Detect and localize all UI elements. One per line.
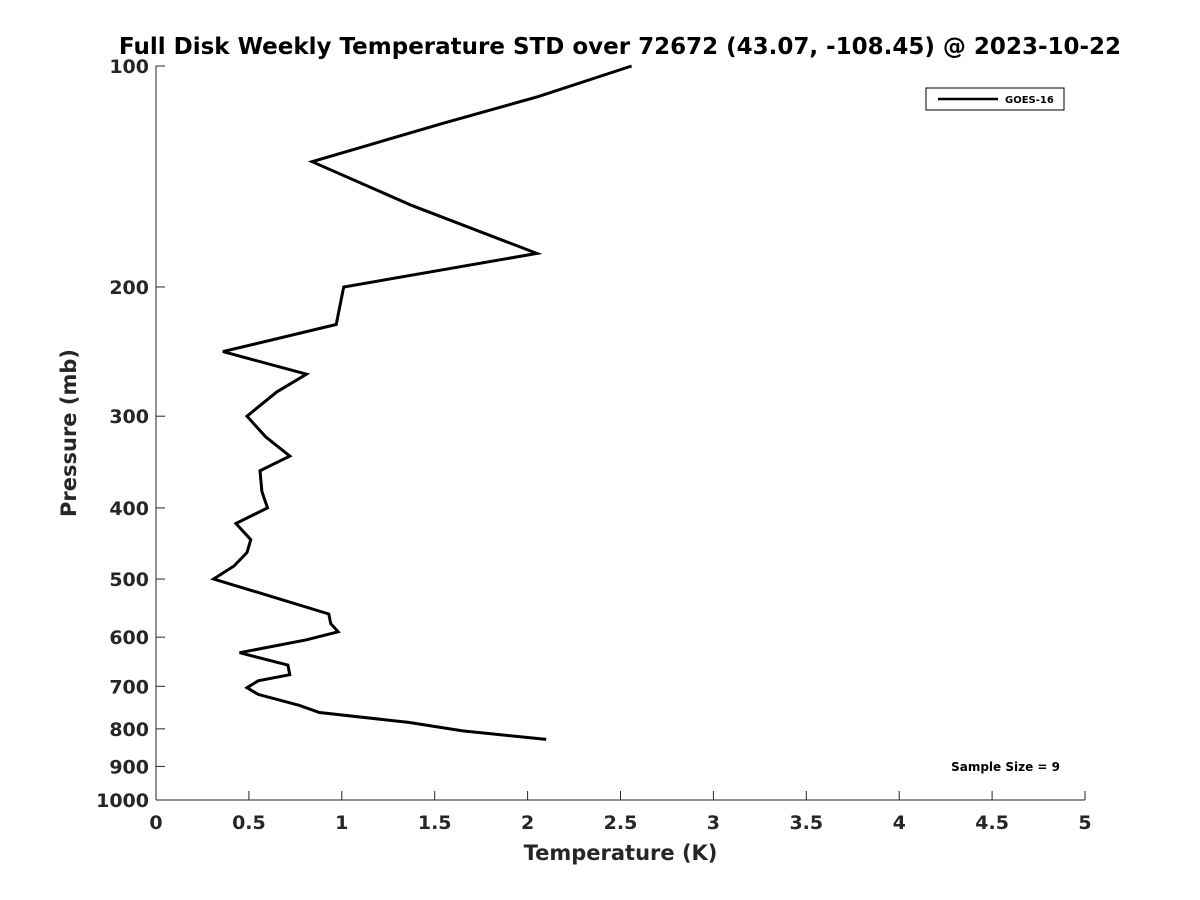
x-tick-label: 4.5 bbox=[975, 812, 1009, 834]
y-axis-label: Pressure (mb) bbox=[57, 349, 81, 517]
y-tick-label: 400 bbox=[109, 498, 149, 520]
sample-size-annotation: Sample Size = 9 bbox=[951, 760, 1060, 774]
series-layer bbox=[210, 64, 633, 741]
x-tick-label: 2 bbox=[521, 812, 534, 834]
y-tick-label: 300 bbox=[109, 406, 149, 428]
legend-label-goes-16: GOES-16 bbox=[1005, 95, 1054, 106]
legend: GOES-16 bbox=[925, 87, 1065, 111]
x-tick-label: 0.5 bbox=[232, 812, 266, 834]
x-axis-label: Temperature (K) bbox=[524, 841, 718, 865]
x-tick-label: 0 bbox=[149, 812, 162, 834]
chart-title: Full Disk Weekly Temperature STD over 72… bbox=[119, 34, 1121, 60]
x-tick-label: 3 bbox=[707, 812, 720, 834]
x-tick-label: 2.5 bbox=[604, 812, 638, 834]
x-tick-label: 1 bbox=[335, 812, 348, 834]
y-axis: 100 200 300 400 500 600 700 800 900 1000 bbox=[96, 56, 165, 812]
y-tick-label: 200 bbox=[109, 277, 149, 299]
y-tick-label: 500 bbox=[109, 569, 149, 591]
x-axis: 0 0.5 1 1.5 2 2.5 3 3.5 4 4.5 5 bbox=[149, 791, 1092, 834]
y-tick-label: 1000 bbox=[96, 790, 149, 812]
y-tick-label: 700 bbox=[109, 676, 149, 698]
x-tick-label: 5 bbox=[1078, 812, 1091, 834]
x-tick-label: 1.5 bbox=[418, 812, 452, 834]
y-tick-label: 900 bbox=[109, 756, 149, 778]
y-tick-label: 600 bbox=[109, 627, 149, 649]
series-line-goes-16 bbox=[210, 64, 633, 741]
x-tick-label: 4 bbox=[893, 812, 906, 834]
y-tick-label: 100 bbox=[109, 56, 149, 78]
y-tick-label: 800 bbox=[109, 719, 149, 741]
x-tick-label: 3.5 bbox=[789, 812, 823, 834]
